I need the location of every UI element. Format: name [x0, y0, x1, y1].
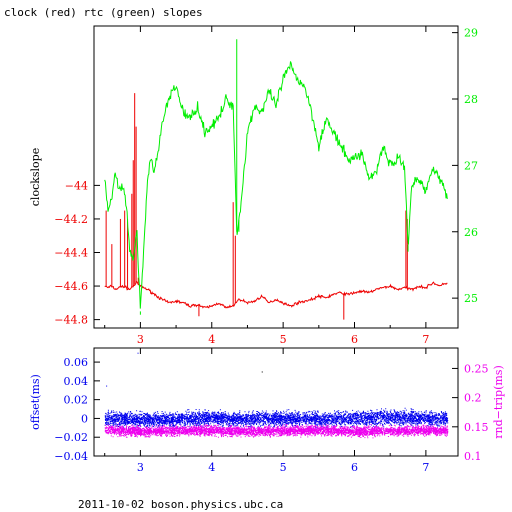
x-tick-label: 7 [422, 461, 429, 474]
y2-tick-label: 29 [464, 27, 478, 40]
x-tick-label: 3 [137, 461, 144, 474]
y2-tick-label: 27 [464, 159, 478, 172]
y-axis-label: offset(ms) [29, 374, 42, 430]
y-tick-label: −44.6 [54, 280, 88, 293]
y-tick-label: 0 [81, 412, 88, 425]
y-tick-label: 0.02 [64, 394, 89, 407]
y2-tick-label: 28 [464, 93, 478, 106]
y2-tick-label: 0.2 [464, 392, 482, 405]
outlier-point-1 [137, 352, 139, 354]
series-line-green [104, 61, 448, 309]
outlier-point-3 [106, 385, 108, 387]
x-tick-label: 7 [422, 333, 429, 346]
y-tick-label: −0.04 [54, 450, 88, 463]
plot-frame [93, 25, 459, 329]
scatter-points-blue [104, 407, 449, 430]
y-axis-label: clockslope [29, 148, 42, 206]
y2-tick-label: 0.1 [464, 450, 482, 463]
chart-title: clock (red) rtc (green) slopes [4, 6, 203, 19]
y-tick-label: 0.06 [64, 356, 89, 369]
y2-tick-label: 0.25 [464, 362, 489, 375]
x-tick-label: 5 [280, 461, 287, 474]
y2-tick-label: 25 [464, 292, 478, 305]
y2-tick-label: 0.15 [464, 421, 489, 434]
x-tick-label: 6 [351, 461, 358, 474]
x-tick-label: 4 [208, 333, 215, 346]
x-tick-label: 5 [280, 333, 287, 346]
y2-axis-label: rnd−trip(ms) [492, 365, 505, 439]
footer-caption: 2011-10-02 boson.physics.ubc.ca [78, 498, 284, 511]
plot-frame [93, 347, 459, 457]
scatter-points-magenta [104, 423, 449, 439]
y-tick-label: −0.02 [54, 431, 88, 444]
series-line-red [104, 280, 448, 309]
x-tick-label: 4 [208, 461, 215, 474]
y-tick-label: −44.2 [54, 213, 88, 226]
y-tick-label: −44.4 [54, 247, 88, 260]
x-tick-label: 3 [137, 333, 144, 346]
outlier-point-2 [261, 371, 263, 373]
y-tick-label: −44.8 [54, 314, 88, 327]
y2-tick-label: 26 [464, 226, 478, 239]
x-tick-label: 6 [351, 333, 358, 346]
y-tick-label: −44 [65, 179, 88, 192]
y-tick-label: 0.04 [64, 375, 89, 388]
